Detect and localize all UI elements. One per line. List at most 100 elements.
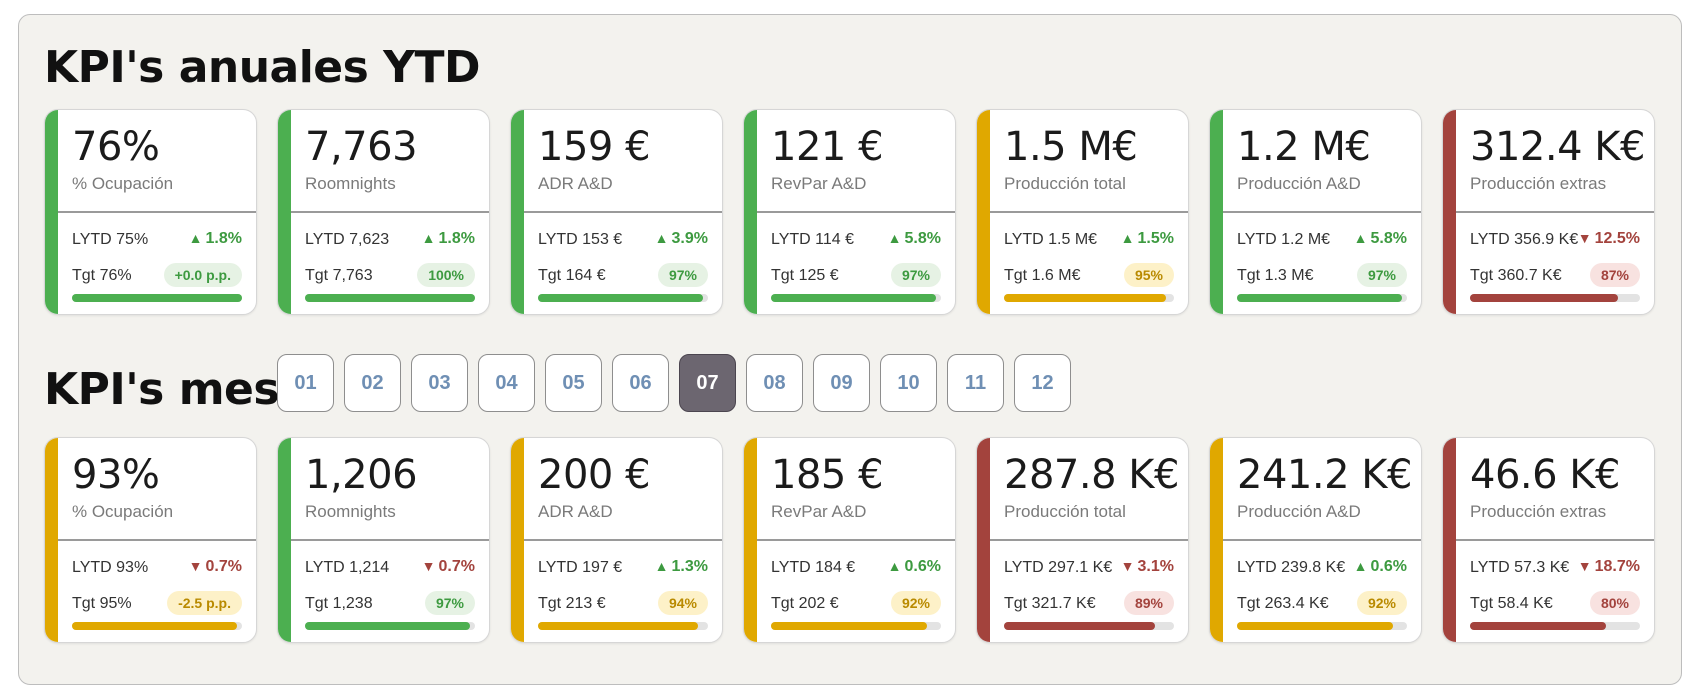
kpi-label: Producción extras bbox=[1470, 502, 1607, 521]
target-achievement-badge: 97% bbox=[1356, 263, 1407, 287]
kpi-label: Roomnights bbox=[305, 174, 396, 193]
change-percent: 3.1% bbox=[1137, 558, 1174, 575]
kpi-label: RevPar A&D bbox=[771, 502, 867, 521]
progress-bar bbox=[1004, 622, 1174, 630]
kpi-value: 159 € bbox=[538, 124, 651, 170]
progress-bar-fill bbox=[1004, 622, 1156, 630]
progress-bar-fill bbox=[538, 294, 703, 302]
month-kpi-row: 93%% Ocupación LYTD 93% ▼ 0.7% Tgt 95% -2.5 p… bbox=[44, 437, 1656, 643]
change-percent: 18.7% bbox=[1594, 558, 1640, 575]
kpi-card[interactable]: 93% % Ocupación LYTD 93% ▼ 0.7% Tgt 95% -2.5 p… bbox=[44, 437, 257, 643]
lytd-value: LYTD 356.9 K€ bbox=[1470, 231, 1579, 248]
month-button-03[interactable]: 03 bbox=[411, 354, 468, 412]
target-achievement-badge: 97% bbox=[424, 591, 475, 615]
target-achievement-badge: 94% bbox=[657, 591, 708, 615]
target-value: Tgt 202 € bbox=[771, 595, 839, 612]
card-divider bbox=[291, 539, 489, 541]
kpi-card[interactable]: 1,206 Roomnights LYTD 1,214 ▼ 0.7% Tgt 1,238 9… bbox=[277, 437, 490, 643]
card-divider bbox=[58, 211, 256, 213]
kpi-value: 1.2 M€ bbox=[1237, 124, 1371, 170]
lytd-value: LYTD 93% bbox=[72, 559, 149, 576]
target-value: Tgt 213 € bbox=[538, 595, 606, 612]
change-percent: 5.8% bbox=[904, 230, 941, 247]
kpi-label: Producción extras bbox=[1470, 174, 1607, 193]
kpi-card[interactable]: 46.6 K€ Producción extras LYTD 57.3 K€ ▼ 18.… bbox=[1442, 437, 1655, 643]
month-button-04[interactable]: 04 bbox=[478, 354, 535, 412]
kpi-card[interactable]: 76% % Ocupación LYTD 75% ▲ 1.8% Tgt 76% +0.0 p… bbox=[44, 109, 257, 315]
status-accent-bar bbox=[511, 438, 524, 642]
kpi-card[interactable]: 7,763 Roomnights LYTD 7,623 ▲ 1.8% Tgt 7,763 1… bbox=[277, 109, 490, 315]
kpi-card[interactable]: 241.2 K€ Producción A&D LYTD 239.8 K€ ▲ 0.6%… bbox=[1209, 437, 1422, 643]
month-button-01[interactable]: 01 bbox=[277, 354, 334, 412]
kpi-card[interactable]: 312.4 K€ Producción extras LYTD 356.9 K€ ▼ 1… bbox=[1442, 109, 1655, 315]
lytd-value: LYTD 153 € bbox=[538, 231, 623, 248]
kpi-value: 241.2 K€ bbox=[1237, 452, 1412, 498]
lytd-value: LYTD 184 € bbox=[771, 559, 856, 576]
month-button-02[interactable]: 02 bbox=[344, 354, 401, 412]
lytd-value: LYTD 197 € bbox=[538, 559, 623, 576]
lytd-value: LYTD 1.2 M€ bbox=[1237, 231, 1331, 248]
target-achievement-badge: +0.0 p.p. bbox=[163, 263, 242, 287]
change-indicator: ▼ 18.7% bbox=[1578, 558, 1640, 576]
month-button-08[interactable]: 08 bbox=[746, 354, 803, 412]
change-indicator: ▲ 0.6% bbox=[888, 558, 941, 576]
progress-bar-fill bbox=[771, 622, 928, 630]
kpi-card[interactable]: 287.8 K€ Producción total LYTD 297.1 K€ ▼ 3.… bbox=[976, 437, 1189, 643]
progress-bar-fill bbox=[72, 622, 237, 630]
status-accent-bar bbox=[744, 438, 757, 642]
month-button-06[interactable]: 06 bbox=[612, 354, 669, 412]
triangle-up-icon: ▲ bbox=[887, 558, 902, 574]
lytd-value: LYTD 1,214 bbox=[305, 559, 390, 576]
kpi-label: Producción A&D bbox=[1237, 502, 1361, 521]
progress-bar-fill bbox=[1237, 294, 1402, 302]
triangle-up-icon: ▲ bbox=[654, 230, 669, 246]
kpi-label: ADR A&D bbox=[538, 502, 613, 521]
lytd-value: LYTD 7,623 bbox=[305, 231, 390, 248]
kpi-card[interactable]: 159 € ADR A&D LYTD 153 € ▲ 3.9% Tgt 164 € 97% bbox=[510, 109, 723, 315]
progress-bar bbox=[72, 294, 242, 302]
progress-bar-fill bbox=[72, 294, 242, 302]
target-achievement-badge: 100% bbox=[417, 263, 475, 287]
status-accent-bar bbox=[977, 110, 990, 314]
change-percent: 0.6% bbox=[1370, 558, 1407, 575]
target-value: Tgt 95% bbox=[72, 595, 132, 612]
month-button-05[interactable]: 05 bbox=[545, 354, 602, 412]
target-achievement-badge: 80% bbox=[1589, 591, 1640, 615]
kpi-card[interactable]: 121 € RevPar A&D LYTD 114 € ▲ 5.8% Tgt 125 € 9… bbox=[743, 109, 956, 315]
kpi-value: 7,763 bbox=[305, 124, 418, 170]
month-button-07[interactable]: 07 bbox=[679, 354, 736, 412]
status-accent-bar bbox=[278, 110, 291, 314]
kpi-card[interactable]: 1.5 M€ Producción total LYTD 1.5 M€ ▲ 1.5% Tg… bbox=[976, 109, 1189, 315]
kpi-card[interactable]: 185 € RevPar A&D LYTD 184 € ▲ 0.6% Tgt 202 € 9… bbox=[743, 437, 956, 643]
kpi-card[interactable]: 200 € ADR A&D LYTD 197 € ▲ 1.3% Tgt 213 € 94% bbox=[510, 437, 723, 643]
target-achievement-badge: 89% bbox=[1123, 591, 1174, 615]
change-indicator: ▲ 5.8% bbox=[1354, 230, 1407, 248]
month-button-10[interactable]: 10 bbox=[880, 354, 937, 412]
kpi-value: 93% bbox=[72, 452, 160, 498]
month-button-12[interactable]: 12 bbox=[1014, 354, 1071, 412]
month-button-09[interactable]: 09 bbox=[813, 354, 870, 412]
change-percent: 3.9% bbox=[671, 230, 708, 247]
status-accent-bar bbox=[1443, 110, 1456, 314]
month-button-11[interactable]: 11 bbox=[947, 354, 1004, 412]
change-indicator: ▲ 1.5% bbox=[1121, 230, 1174, 248]
progress-bar bbox=[1470, 622, 1640, 630]
change-percent: 0.7% bbox=[438, 558, 475, 575]
progress-bar-fill bbox=[538, 622, 698, 630]
triangle-down-icon: ▼ bbox=[188, 558, 203, 574]
card-divider bbox=[990, 539, 1188, 541]
card-divider bbox=[990, 211, 1188, 213]
kpi-value: 200 € bbox=[538, 452, 651, 498]
triangle-up-icon: ▲ bbox=[654, 558, 669, 574]
progress-bar-fill bbox=[771, 294, 936, 302]
progress-bar bbox=[72, 622, 242, 630]
target-value: Tgt 76% bbox=[72, 267, 132, 284]
change-indicator: ▲ 1.8% bbox=[189, 230, 242, 248]
card-divider bbox=[58, 539, 256, 541]
change-percent: 1.8% bbox=[205, 230, 242, 247]
kpi-card[interactable]: 1.2 M€ Producción A&D LYTD 1.2 M€ ▲ 5.8% Tgt … bbox=[1209, 109, 1422, 315]
target-value: Tgt 263.4 K€ bbox=[1237, 595, 1329, 612]
status-accent-bar bbox=[511, 110, 524, 314]
change-percent: 1.8% bbox=[438, 230, 475, 247]
kpi-label: Producción total bbox=[1004, 502, 1126, 521]
